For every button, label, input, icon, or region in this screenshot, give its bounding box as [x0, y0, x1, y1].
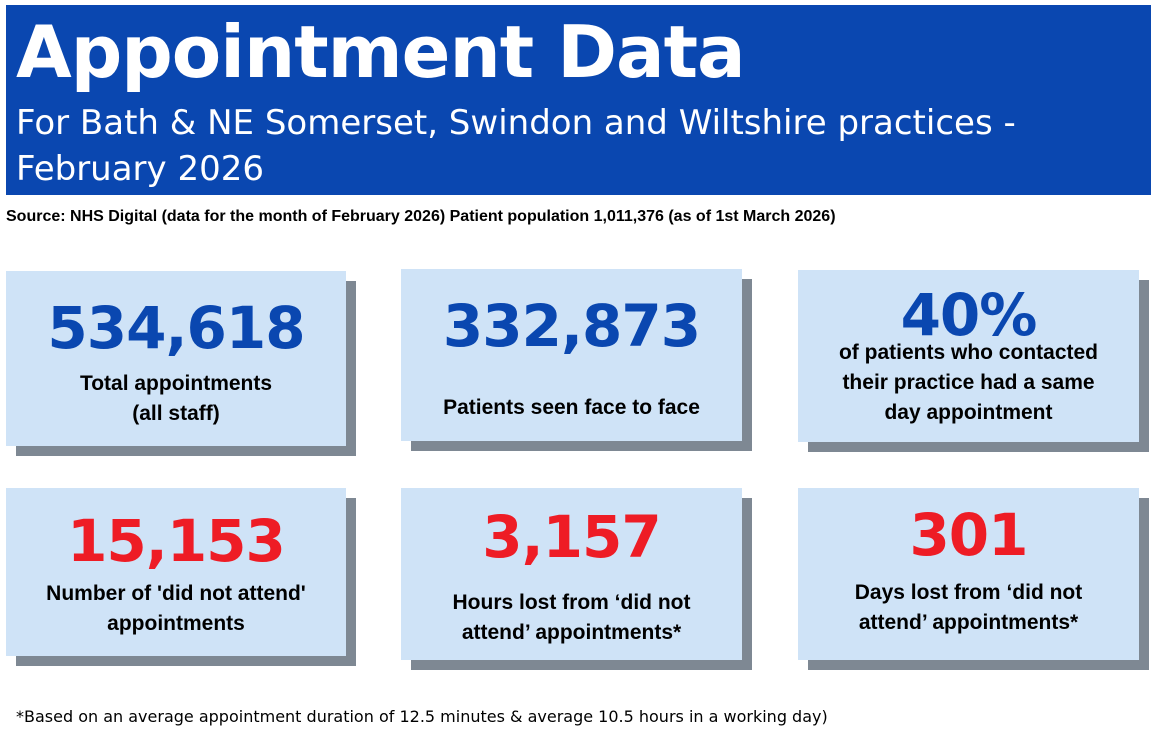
page-subtitle: For Bath & NE Somerset, Swindon and Wilt…	[16, 103, 1016, 189]
stat-value: 534,618	[47, 294, 305, 362]
stat-label-line: Number of 'did not attend'	[46, 582, 306, 605]
stat-card-same-day: 40% of patients who contacted their prac…	[798, 270, 1139, 442]
stat-value: 40%	[900, 281, 1038, 349]
stat-value: 301	[909, 501, 1028, 569]
source-note: Source: NHS Digital (data for the month …	[6, 208, 836, 225]
stat-label-line: appointments	[107, 612, 245, 635]
stat-label-line: of patients who contacted	[838, 341, 1098, 364]
header-banner: Appointment Data For Bath & NE Somerset,…	[6, 5, 1151, 195]
stat-card-days-lost: 301 Days lost from ‘did not attend’ appo…	[798, 488, 1139, 660]
stat-value: 332,873	[442, 292, 701, 360]
stat-card-face-to-face: 332,873 Patients seen face to face	[401, 269, 742, 441]
stat-label-line: Days lost from ‘did not	[854, 581, 1083, 604]
stat-value: 15,153	[67, 507, 286, 575]
stat-card-total-appointments: 534,618 Total appointments (all staff)	[6, 271, 346, 446]
stat-card-did-not-attend: 15,153 Number of 'did not attend' appoin…	[6, 488, 346, 656]
stat-label-line: attend’ appointments*	[858, 611, 1079, 634]
stat-label-line: Hours lost from ‘did not	[452, 591, 691, 614]
stat-card-hours-lost: 3,157 Hours lost from ‘did not attend’ a…	[401, 488, 742, 660]
stat-value: 3,157	[482, 503, 661, 571]
stat-label-line: Patients seen face to face	[443, 396, 700, 419]
footnote: *Based on an average appointment duratio…	[16, 707, 828, 726]
stat-label-line: day appointment	[884, 401, 1053, 424]
page-title: Appointment Data	[16, 10, 746, 94]
stat-label-line: attend’ appointments*	[461, 621, 682, 644]
stat-label-line: (all staff)	[132, 402, 220, 425]
stat-label-line: Total appointments	[79, 372, 273, 395]
stat-label-line: their practice had a same	[842, 371, 1095, 394]
